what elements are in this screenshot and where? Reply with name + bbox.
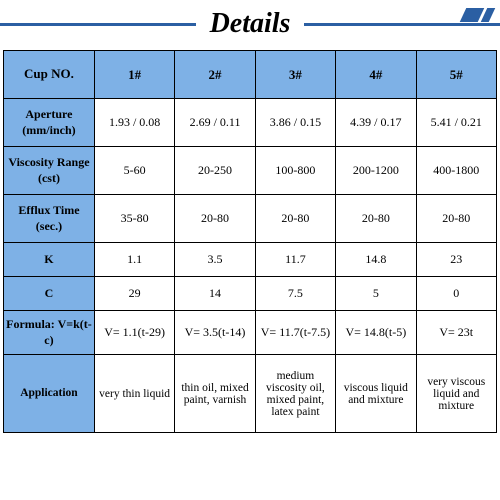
row-header: Efflux Time (sec.) bbox=[4, 195, 95, 243]
cell: very thin liquid bbox=[94, 355, 174, 433]
cell: 20-80 bbox=[336, 195, 416, 243]
cell: V= 23t bbox=[416, 311, 496, 355]
row-header: Viscosity Range (cst) bbox=[4, 147, 95, 195]
cell: 2.69 / 0.11 bbox=[175, 99, 255, 147]
row-header: K bbox=[4, 243, 95, 277]
page-title: Details bbox=[196, 8, 305, 40]
cell: 20-80 bbox=[416, 195, 496, 243]
cell: 3.86 / 0.15 bbox=[255, 99, 335, 147]
cell: V= 3.5(t-14) bbox=[175, 311, 255, 355]
table-row: K 1.1 3.5 11.7 14.8 23 bbox=[4, 243, 497, 277]
cell: viscous liquid and mixture bbox=[336, 355, 416, 433]
cell: V= 1.1(t-29) bbox=[94, 311, 174, 355]
cell: 1.93 / 0.08 bbox=[94, 99, 174, 147]
cell: 11.7 bbox=[255, 243, 335, 277]
cell: 29 bbox=[94, 277, 174, 311]
table-row: Formula: V=k(t-c) V= 1.1(t-29) V= 3.5(t-… bbox=[4, 311, 497, 355]
cell: 4.39 / 0.17 bbox=[336, 99, 416, 147]
cell: 3.5 bbox=[175, 243, 255, 277]
col-header: 3# bbox=[255, 51, 335, 99]
table-header-row: Cup NO. 1# 2# 3# 4# 5# bbox=[4, 51, 497, 99]
cell: thin oil, mixed paint, varnish bbox=[175, 355, 255, 433]
cell: V= 11.7(t-7.5) bbox=[255, 311, 335, 355]
table-row: Application very thin liquid thin oil, m… bbox=[4, 355, 497, 433]
col-header: 4# bbox=[336, 51, 416, 99]
brand-logo bbox=[463, 8, 492, 22]
cell: 20-80 bbox=[255, 195, 335, 243]
table-row: Aperture (mm/inch) 1.93 / 0.08 2.69 / 0.… bbox=[4, 99, 497, 147]
row-header: C bbox=[4, 277, 95, 311]
cell: 35-80 bbox=[94, 195, 174, 243]
cell: 0 bbox=[416, 277, 496, 311]
row-header: Formula: V=k(t-c) bbox=[4, 311, 95, 355]
cell: very viscous liquid and mixture bbox=[416, 355, 496, 433]
specs-table: Cup NO. 1# 2# 3# 4# 5# Aperture (mm/inch… bbox=[3, 50, 497, 433]
cell: 7.5 bbox=[255, 277, 335, 311]
cell: 5-60 bbox=[94, 147, 174, 195]
row-header: Application bbox=[4, 355, 95, 433]
cell: 14 bbox=[175, 277, 255, 311]
header: Details bbox=[0, 0, 500, 44]
table-row: Efflux Time (sec.) 35-80 20-80 20-80 20-… bbox=[4, 195, 497, 243]
cell: 5 bbox=[336, 277, 416, 311]
cell: 20-250 bbox=[175, 147, 255, 195]
cell: 14.8 bbox=[336, 243, 416, 277]
table-row: C 29 14 7.5 5 0 bbox=[4, 277, 497, 311]
cell: 23 bbox=[416, 243, 496, 277]
row-header: Aperture (mm/inch) bbox=[4, 99, 95, 147]
cell: 200-1200 bbox=[336, 147, 416, 195]
cell: 100-800 bbox=[255, 147, 335, 195]
corner-header: Cup NO. bbox=[4, 51, 95, 99]
col-header: 1# bbox=[94, 51, 174, 99]
col-header: 5# bbox=[416, 51, 496, 99]
header-rule-right bbox=[304, 23, 500, 26]
cell: V= 14.8(t-5) bbox=[336, 311, 416, 355]
table-row: Viscosity Range (cst) 5-60 20-250 100-80… bbox=[4, 147, 497, 195]
header-rule-left bbox=[0, 23, 196, 26]
cell: 1.1 bbox=[94, 243, 174, 277]
cell: medium viscosity oil, mixed paint, latex… bbox=[255, 355, 335, 433]
cell: 400-1800 bbox=[416, 147, 496, 195]
cell: 20-80 bbox=[175, 195, 255, 243]
col-header: 2# bbox=[175, 51, 255, 99]
cell: 5.41 / 0.21 bbox=[416, 99, 496, 147]
